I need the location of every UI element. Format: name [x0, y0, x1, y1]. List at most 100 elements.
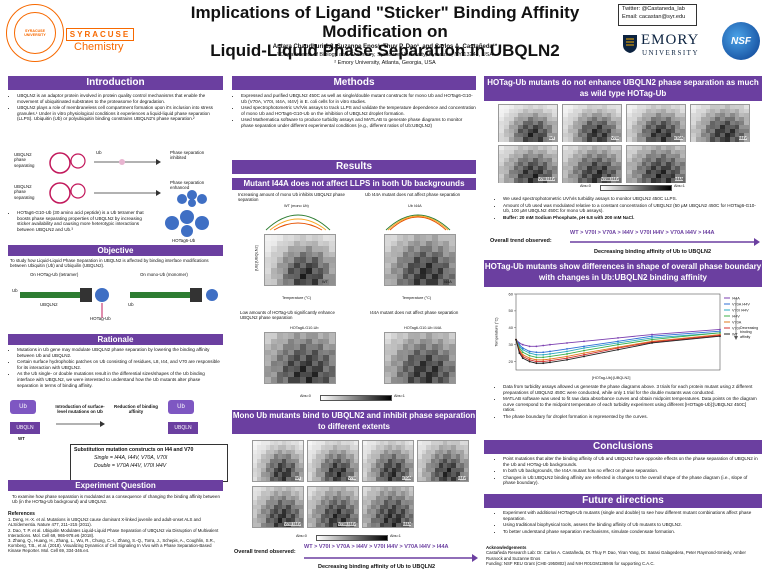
heatmap-cell [523, 129, 529, 134]
heatmap-cell [582, 150, 588, 155]
heatmap-cell [414, 355, 421, 362]
heatmap-cell [670, 154, 676, 159]
heatmap-cell [636, 150, 642, 155]
heatmap-cell [532, 146, 539, 151]
heatmap-cell [367, 445, 372, 451]
heatmap-cell [312, 463, 317, 469]
data-point [583, 352, 585, 355]
heatmap-cell [691, 133, 697, 138]
heatmap-cell [508, 170, 514, 175]
heatmap-cell [651, 178, 657, 183]
su-seal: SYRACUSE UNIVERSITY [6, 4, 64, 62]
mutant-heatmap-label: V70I [611, 136, 619, 140]
heatmap-cell [513, 158, 519, 163]
heatmap-cell [385, 240, 392, 247]
heatmap-cell [518, 162, 524, 167]
data-point [528, 360, 531, 363]
fig1a-caption: Increasing amount of mono Ub inhibits UB… [238, 192, 345, 203]
heatmap-cell [447, 445, 452, 451]
heatmap-cell [532, 170, 539, 175]
heatmap-cell [572, 125, 578, 130]
heatmap-cell [320, 509, 326, 515]
heatmap-cell [323, 349, 330, 356]
heatmap-cell [563, 170, 569, 175]
heatmap-i44a-mono [384, 234, 456, 286]
heatmap-cell [437, 371, 444, 378]
email-address[interactable]: Email: cacastan@syr.edu [622, 14, 686, 20]
contact-box: Twitter: @Castaneda_lab Email: cacastan@… [618, 4, 697, 26]
heatmap-cell [431, 349, 438, 356]
heatmap-cell [353, 518, 359, 524]
heatmap-cell [390, 344, 398, 351]
heatmap-cell [616, 174, 622, 179]
fig1d-inner: HOTag6-G10-Ub I44A [404, 326, 442, 330]
heatmap-cell [656, 174, 662, 179]
heatmap-cell [379, 454, 385, 460]
heatmap-cell [665, 133, 671, 138]
intro-fig-label-4: UBQLN2 phase separating [14, 184, 35, 200]
heatmap-cell [523, 150, 529, 155]
heatmap-cell [567, 121, 574, 126]
heatmap-cell [320, 463, 326, 469]
heatmap-cell [317, 257, 324, 264]
heatmap-cell [294, 504, 300, 510]
heatmap-cell [547, 113, 553, 118]
binding-schematic [20, 288, 218, 318]
heatmap-cell [270, 366, 278, 373]
heatmap-cell [323, 366, 330, 373]
heatmap-cell [503, 146, 510, 151]
future-body: Experiment with additional HOTag6-Ub mut… [494, 510, 760, 535]
heatmap-cell [425, 235, 433, 242]
heatmap-cell [437, 268, 444, 275]
heatmap-cell [388, 509, 393, 515]
heatmap-cell [328, 463, 334, 469]
heatmap-cell [537, 158, 543, 163]
heatmap-cell [601, 129, 607, 134]
heatmap-cell [261, 491, 266, 497]
heatmap-cell [371, 441, 376, 446]
heatmap-cell [627, 174, 633, 179]
heatmap-cell [396, 518, 401, 524]
heatmap-cell [273, 476, 279, 482]
heatmap-cell [323, 279, 330, 286]
rationale-body: Mutations in Ub gene may modulate UBQLN2… [8, 347, 223, 389]
heatmap-cell [710, 105, 716, 110]
ack-text: Castañeda Research Lab: Dr. Carlos A. Ca… [486, 550, 746, 561]
fig1a-curves [265, 214, 331, 231]
heatmap-cell [311, 279, 318, 286]
heatmap-cell [425, 338, 433, 345]
heatmap-cell [367, 500, 372, 506]
obj-fig-label-hotag: HOTag-Ub [90, 316, 111, 321]
heatmap-cell [253, 509, 258, 515]
heatmap-cell [286, 441, 291, 446]
heatmap-cell [606, 105, 612, 110]
twitter-handle[interactable]: Twitter: @Castaneda_lab [622, 6, 685, 12]
heatmap-cell [528, 158, 534, 163]
data-point [583, 347, 585, 349]
heatmap-cell [270, 344, 278, 351]
heatmap-cell [447, 441, 452, 446]
heatmap-cell [400, 504, 406, 510]
heatmap-cell [408, 338, 415, 345]
heatmap-cell [592, 125, 598, 130]
heatmap-cell [294, 240, 301, 247]
heatmap-cell [724, 129, 731, 134]
heatmap-cell [294, 491, 300, 497]
heatmap-cell [443, 366, 450, 373]
objective-text: To study how Liquid-Liquid Phase Separat… [10, 258, 209, 269]
heatmap-cell [371, 476, 376, 482]
heatmap-cell [587, 178, 593, 183]
heatmap-cell [734, 121, 740, 126]
heatmap-cell [463, 454, 469, 460]
heatmap-cell [700, 121, 706, 126]
heatmap-cell [606, 137, 612, 142]
heatmap-cell [567, 109, 574, 114]
heatmap-cell [437, 279, 444, 286]
heatmap-cell [532, 121, 539, 126]
heatmap-cell [582, 158, 588, 163]
fig1d-caption: I44A mutant does not affect phase separa… [370, 310, 459, 315]
heatmap-cell [437, 273, 444, 280]
heatmap-cell [316, 509, 321, 515]
heatmap-cell [563, 166, 569, 171]
data-point [617, 337, 619, 339]
